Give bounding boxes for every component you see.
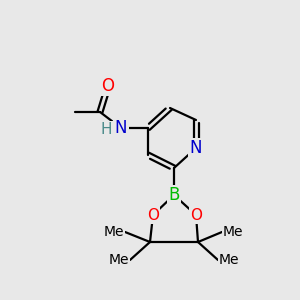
Text: Me: Me	[109, 253, 129, 267]
Text: Me: Me	[103, 225, 124, 239]
Text: O: O	[190, 208, 202, 223]
Text: N: N	[115, 119, 127, 137]
Text: O: O	[101, 77, 115, 95]
Text: Me: Me	[223, 225, 244, 239]
Text: Me: Me	[219, 253, 239, 267]
Text: N: N	[190, 139, 202, 157]
Text: O: O	[147, 208, 159, 223]
Text: H: H	[100, 122, 112, 136]
Text: B: B	[168, 186, 180, 204]
